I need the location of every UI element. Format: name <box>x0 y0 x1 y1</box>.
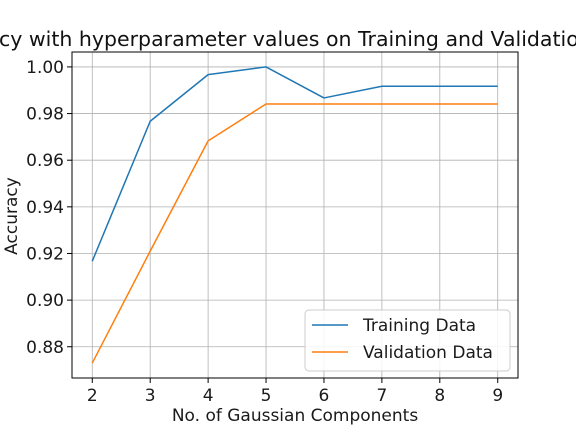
y-tick-label: 0.96 <box>26 151 64 171</box>
series-line-training <box>91 66 498 262</box>
legend-label: Validation Data <box>363 343 493 363</box>
x-tick-label: 5 <box>261 386 272 406</box>
x-tick-label: 6 <box>319 386 330 406</box>
plot-frame <box>71 51 519 379</box>
x-tick-label: 7 <box>376 386 387 406</box>
y-axis-label: Accuracy <box>2 177 22 255</box>
legend-label: Training Data <box>362 316 476 336</box>
y-tick-label: 1.00 <box>26 58 64 78</box>
y-tick-label: 0.94 <box>26 198 64 218</box>
x-axis-label: No. of Gaussian Components <box>172 406 419 426</box>
y-tick-label: 0.90 <box>26 291 64 311</box>
y-axis: 0.88 0.90 0.92 0.94 0.96 0.98 1.00 <box>26 58 72 358</box>
x-tick-label: 8 <box>434 386 445 406</box>
y-tick-label: 0.92 <box>26 244 64 264</box>
x-axis: 2 3 4 5 6 7 8 9 <box>87 378 503 406</box>
x-tick-label: 4 <box>203 386 214 406</box>
series-line-validation <box>91 103 498 364</box>
chart-title: Accuracy with hyperparameter values on T… <box>0 27 576 51</box>
x-tick-label: 3 <box>145 386 156 406</box>
grid <box>72 52 518 378</box>
legend-box <box>304 309 511 372</box>
legend: Training Data Validation Data <box>304 309 511 372</box>
series-layer <box>91 66 498 364</box>
y-tick-label: 0.98 <box>26 105 64 125</box>
y-tick-label: 0.88 <box>26 338 64 358</box>
x-tick-label: 2 <box>87 386 98 406</box>
x-tick-label: 9 <box>492 386 503 406</box>
